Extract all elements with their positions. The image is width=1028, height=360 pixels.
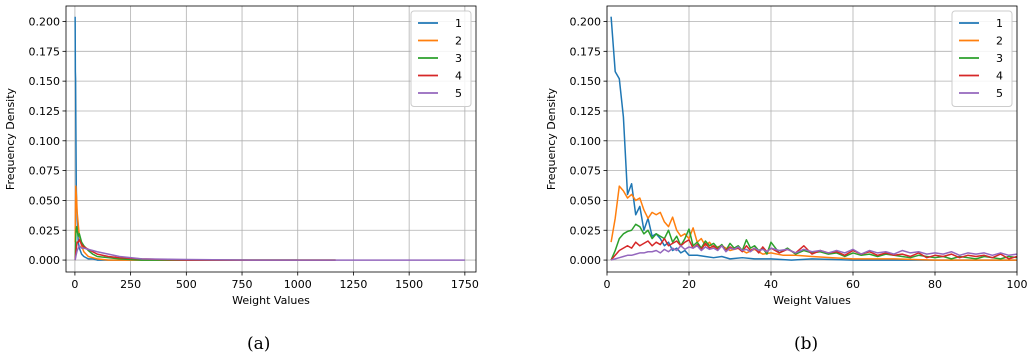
series-line-5: [74, 245, 465, 261]
x-axis-label: Weight Values: [232, 294, 310, 307]
axes-frame: [65, 5, 477, 273]
legend-label-2: 2: [996, 35, 1003, 48]
y-tick-label: 0.025: [570, 224, 602, 237]
x-tick-label: 0: [604, 278, 611, 291]
x-tick-label: 20: [682, 278, 696, 291]
chart-a: 0 250 500 750 1000 1250 1500 1750 0.000 0.025 0.05…: [4, 5, 479, 307]
series-line-2: [610, 185, 1017, 261]
y-tick-label: 0.150: [29, 75, 61, 88]
y-tick-label: 0.150: [570, 75, 602, 88]
legend: 1 2 3 4 5: [410, 10, 472, 107]
series-line-1: [610, 16, 1017, 261]
x-tick-label: 1250: [339, 278, 367, 291]
x-tick-label: 1750: [451, 278, 479, 291]
x-tick-label: 1500: [395, 278, 423, 291]
y-tick-label: 0.050: [29, 194, 61, 207]
legend-label-2: 2: [455, 35, 462, 48]
y-tick-label: 0.200: [29, 16, 61, 29]
y-tick-label: 0.100: [29, 135, 61, 148]
legend-label-5: 5: [455, 87, 462, 100]
series-line-3: [610, 223, 1017, 261]
series-line-4: [74, 239, 336, 261]
chart-b: 0 20 40 60 80 100 0.000 0.025 0.050 0.075 0.100 0.1…: [545, 5, 1028, 307]
series-line-5: [610, 245, 1017, 261]
x-axis-label: Weight Values: [773, 294, 851, 307]
y-tick-label: 0.050: [570, 194, 602, 207]
legend-label-3: 3: [996, 52, 1003, 65]
caption-b: (b): [794, 334, 819, 354]
legend-label-4: 4: [455, 70, 462, 83]
legend-box: [410, 10, 472, 107]
x-tick-label: 80: [928, 278, 942, 291]
x-tick-label: 1000: [284, 278, 312, 291]
series-line-2: [74, 185, 336, 261]
legend-label-5: 5: [996, 87, 1003, 100]
y-tick-label: 0.075: [570, 165, 602, 178]
x-tick-label: 500: [176, 278, 197, 291]
x-tick-label: 750: [232, 278, 253, 291]
y-tick-label: 0.175: [29, 45, 61, 58]
legend: 1 2 3 4 5: [951, 10, 1013, 107]
x-tick-label: 0: [71, 278, 78, 291]
caption-a: (a): [247, 334, 271, 354]
legend-label-3: 3: [455, 52, 462, 65]
x-tick-label: 60: [846, 278, 860, 291]
x-tick-label: 100: [1007, 278, 1028, 291]
legend-label-1: 1: [996, 17, 1003, 30]
y-tick-label: 0.125: [570, 105, 602, 118]
axes-frame: [606, 5, 1018, 273]
y-tick-label: 0.125: [29, 105, 61, 118]
series-group: [74, 16, 465, 261]
y-tick-label: 0.000: [29, 254, 61, 267]
legend-box: [951, 10, 1013, 107]
y-tick-label: 0.100: [570, 135, 602, 148]
y-tick-label: 0.175: [570, 45, 602, 58]
y-tick-label: 0.000: [570, 254, 602, 267]
y-axis-label: Frequency Density: [545, 87, 558, 190]
legend-label-4: 4: [996, 70, 1003, 83]
y-tick-label: 0.025: [29, 224, 61, 237]
legend-label-1: 1: [455, 17, 462, 30]
y-tick-label: 0.075: [29, 165, 61, 178]
x-tick-label: 250: [120, 278, 141, 291]
y-axis-label: Frequency Density: [4, 87, 17, 190]
series-group: [610, 16, 1017, 261]
y-tick-label: 0.200: [570, 16, 602, 29]
x-tick-label: 40: [764, 278, 778, 291]
